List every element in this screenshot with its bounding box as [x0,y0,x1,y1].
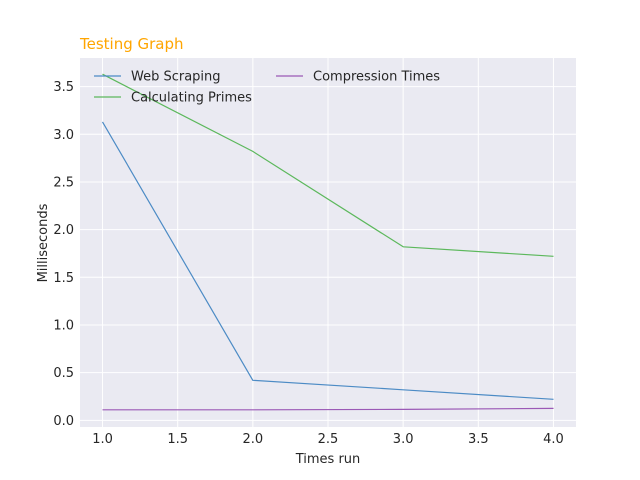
x-tick-label: 4.0 [543,432,564,447]
y-tick-labels: 0.0 0.5 1.0 1.5 2.0 2.5 3.0 3.5 [53,80,74,429]
x-axis-title: Times run [295,452,361,467]
y-tick-label: 2.0 [53,223,74,238]
x-tick-label: 1.0 [92,432,113,447]
legend: Web Scraping Calculating Primes Compressio… [94,70,440,106]
grid-lines [80,58,576,427]
chart-title: Testing Graph [79,35,184,53]
legend-label: Web Scraping [131,70,221,85]
x-tick-label: 3.5 [468,432,489,447]
x-tick-label: 2.5 [318,432,339,447]
x-tick-labels: 1.0 1.5 2.0 2.5 3.0 3.5 4.0 [92,432,564,447]
y-tick-label: 1.0 [53,318,74,333]
y-tick-label: 1.5 [53,271,74,286]
y-tick-label: 3.5 [53,80,74,95]
x-tick-label: 2.0 [243,432,264,447]
series-line-calculating-primes [102,73,554,257]
y-tick-label: 2.5 [53,175,74,190]
series-line-web-scraping [101,121,554,400]
legend-label: Compression Times [313,70,440,85]
x-tick-label: 1.5 [167,432,188,447]
series-line-compression-times [102,407,554,411]
y-tick-label: 3.0 [53,128,74,143]
y-tick-label: 0.5 [53,366,74,381]
y-axis-title: Milliseconds [36,203,51,282]
series-lines [101,73,554,411]
y-tick-label: 0.0 [53,414,74,429]
x-tick-label: 3.0 [393,432,414,447]
legend-label: Calculating Primes [131,91,252,106]
